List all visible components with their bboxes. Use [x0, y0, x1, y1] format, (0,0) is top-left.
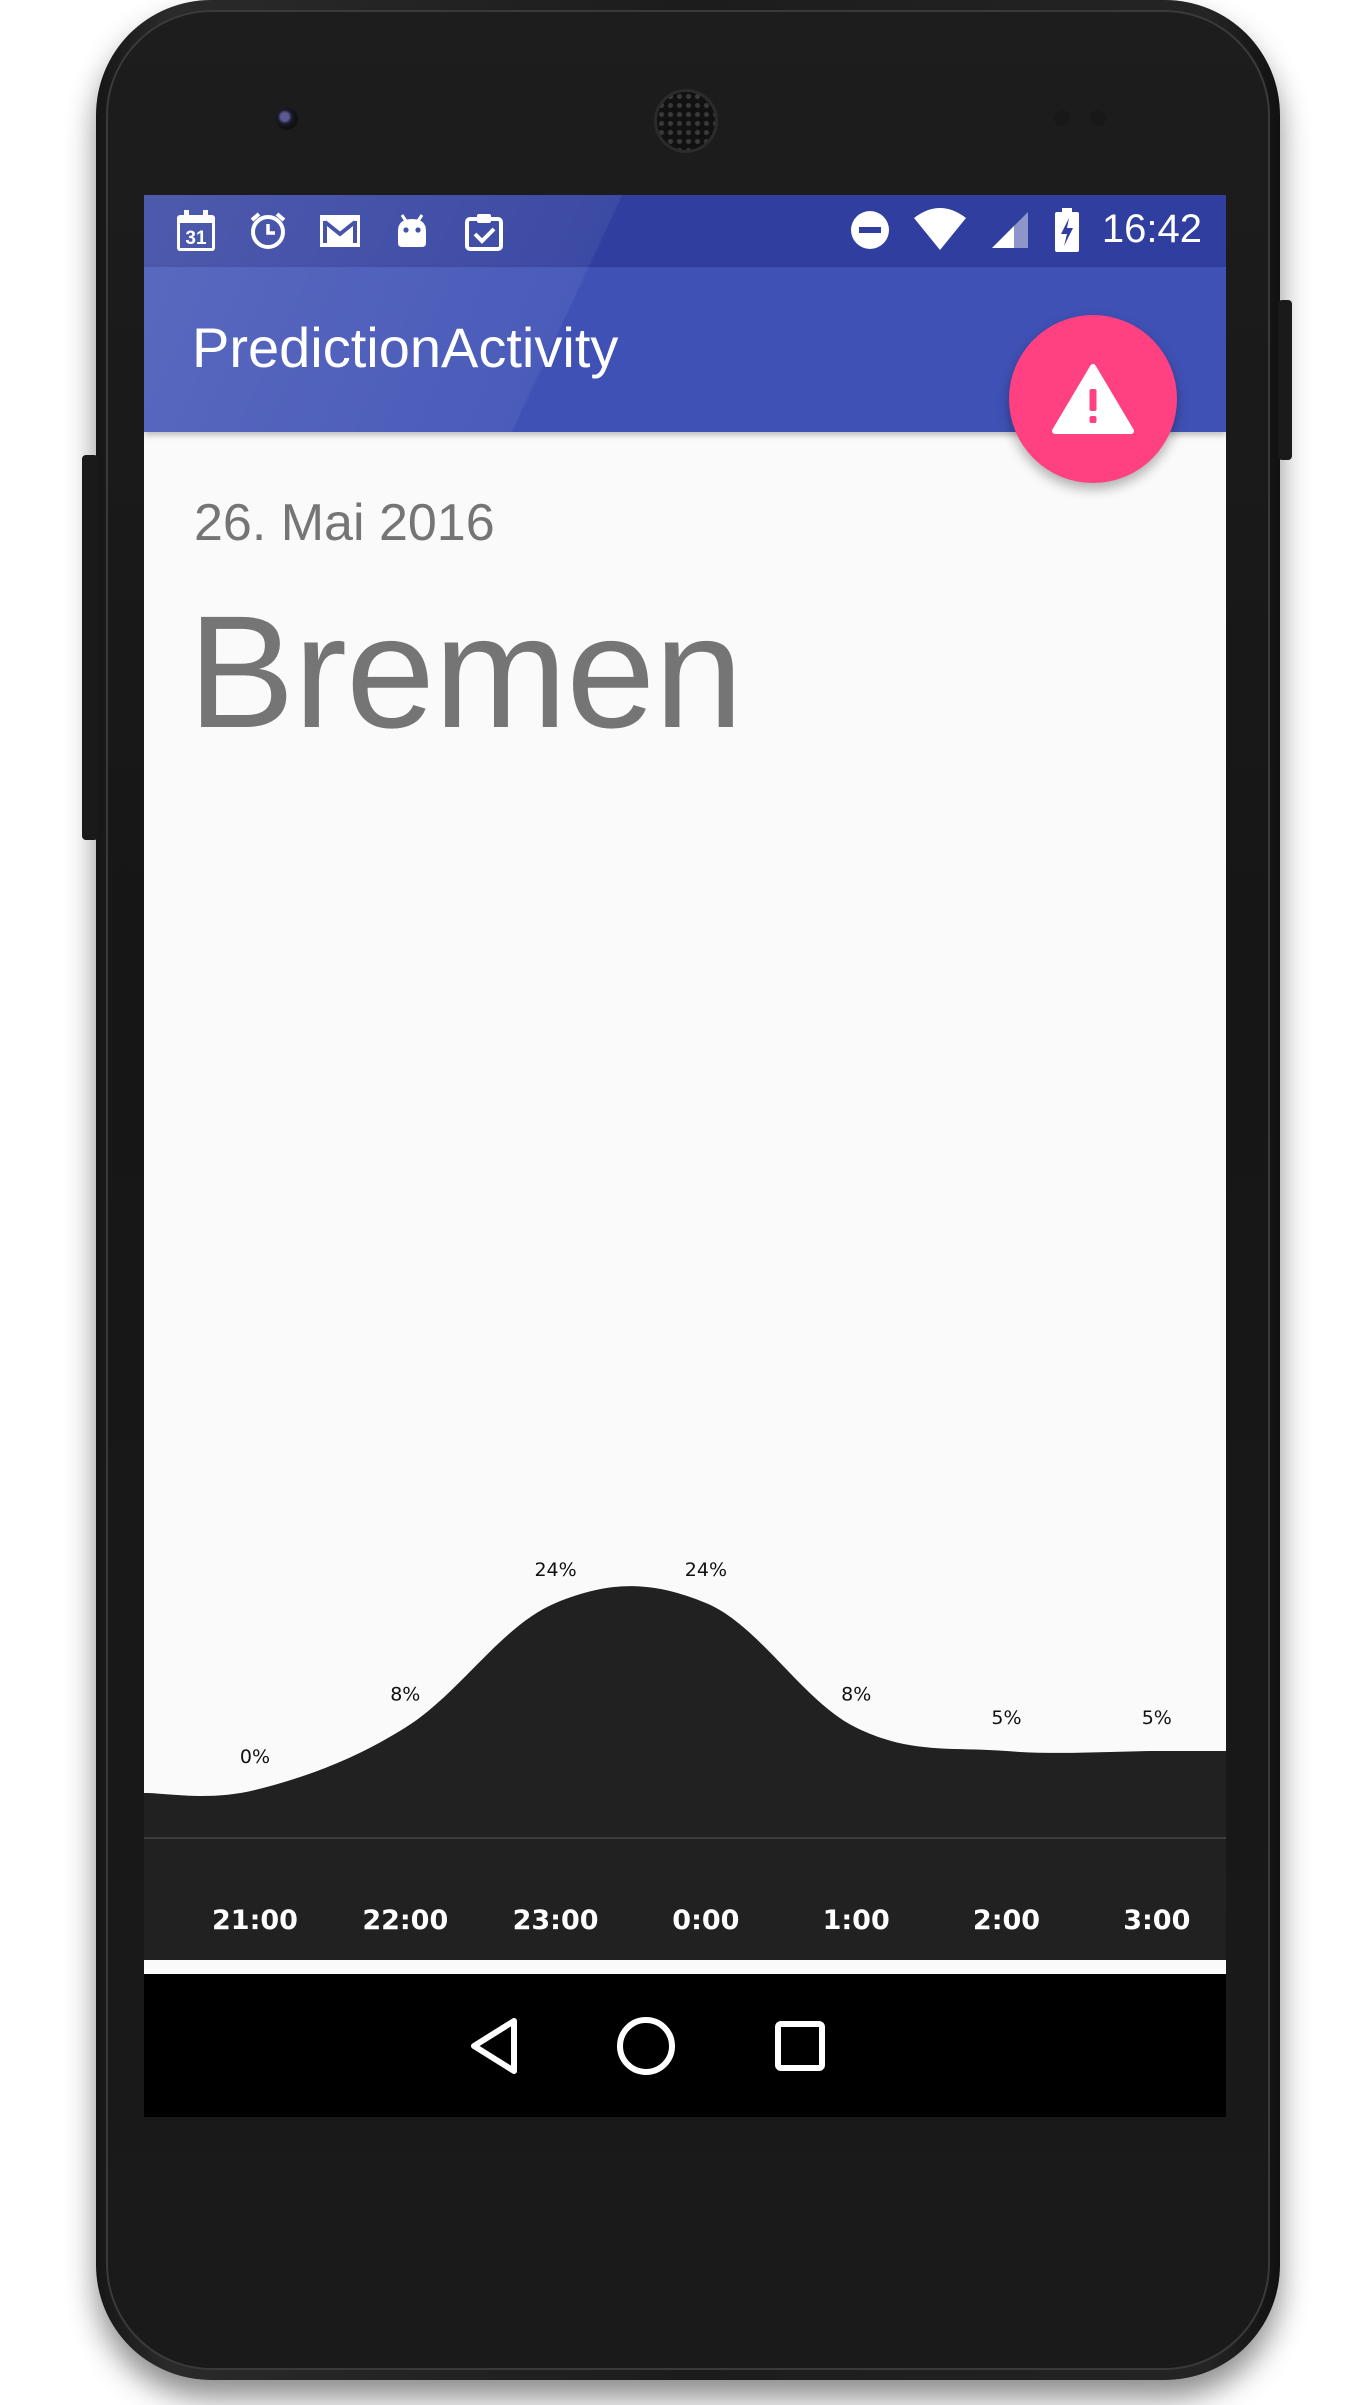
chart-value-label: 5%	[1142, 1707, 1172, 1729]
proximity-sensor	[1054, 110, 1070, 126]
chart-x-axis: 21:00 22:00 23:00 0:00 1:00 2:00 3:00	[144, 1905, 1226, 1945]
battery-charging-icon	[1052, 207, 1082, 252]
back-icon	[471, 2018, 517, 2074]
volume-button	[82, 455, 98, 840]
chart-value-label: 8%	[390, 1684, 420, 1706]
chart-value-label: 8%	[841, 1684, 871, 1706]
gmail-icon	[318, 209, 362, 253]
signal-icon	[988, 208, 1032, 252]
power-button	[1278, 300, 1292, 460]
navigation-bar	[144, 1974, 1226, 2117]
chart-value-label: 0%	[240, 1746, 270, 1768]
do-not-disturb-icon	[848, 208, 892, 252]
chart-x-tick-label: 3:00	[1123, 1905, 1191, 1936]
date-label: 26. Mai 2016	[194, 494, 495, 552]
calendar-day: 31	[185, 228, 207, 249]
alarm-icon	[246, 209, 290, 253]
chart-x-tick-label: 0:00	[672, 1905, 740, 1936]
chart-x-tick-label: 2:00	[972, 1905, 1041, 1936]
chart-value-label: 24%	[534, 1559, 576, 1581]
chart-x-tick-label: 22:00	[362, 1905, 449, 1936]
calendar-icon: 31	[174, 209, 218, 253]
prediction-chart: 0% 8% 24% 24% 8% 5% 5%	[144, 1559, 1226, 1847]
divider	[144, 1960, 1226, 1974]
back-button[interactable]	[458, 2010, 530, 2082]
app-title: PredictionActivity	[192, 316, 619, 379]
screen: 31	[144, 195, 1226, 2117]
chart-axis-line	[144, 1837, 1226, 1839]
chart-x-tick-label: 1:00	[822, 1905, 890, 1936]
earpiece-speaker	[654, 89, 718, 153]
chart-value-label: 5%	[991, 1707, 1021, 1729]
status-time: 16:42	[1101, 207, 1202, 251]
status-bar: 31	[144, 195, 1226, 267]
wifi-icon	[912, 207, 968, 252]
front-camera	[276, 108, 298, 130]
android-icon	[390, 209, 434, 253]
clipboard-check-icon	[462, 209, 506, 253]
city-title: Bremen	[188, 582, 743, 761]
home-button[interactable]	[610, 2010, 682, 2082]
warning-fab-button[interactable]	[1009, 315, 1177, 483]
recents-icon	[775, 2021, 825, 2071]
chart-x-tick-label: 21:00	[212, 1905, 298, 1936]
light-sensor	[1090, 110, 1106, 126]
chart-value-label: 24%	[685, 1559, 727, 1581]
recents-button[interactable]	[764, 2010, 836, 2082]
warning-icon	[1052, 364, 1134, 434]
chart-area-series	[144, 1586, 1226, 1847]
home-icon	[617, 2017, 675, 2075]
chart-x-tick-label: 23:00	[512, 1905, 599, 1936]
